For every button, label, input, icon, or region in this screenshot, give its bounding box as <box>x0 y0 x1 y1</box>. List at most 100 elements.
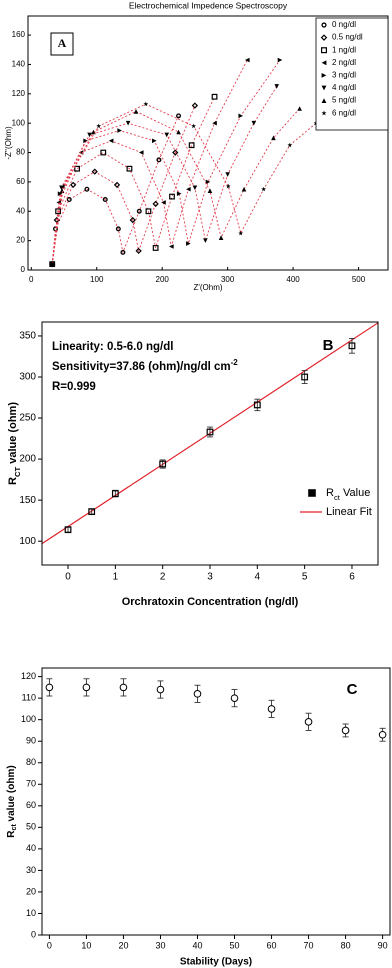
point <box>102 197 108 203</box>
point <box>218 235 224 240</box>
x-tick-label: 40 <box>192 940 202 950</box>
y-tick-label: 100 <box>21 714 36 724</box>
legend-marker <box>321 22 327 28</box>
y-tick-label: 80 <box>26 757 36 767</box>
y-tick-label: 80 <box>16 148 25 157</box>
point <box>57 191 63 196</box>
x-axis-title: Z'(Ohm) <box>193 283 222 292</box>
connect-line <box>51 96 215 265</box>
legend-label: Linear Fit <box>326 506 372 518</box>
point <box>186 186 191 192</box>
y-tick-label: 40 <box>26 843 36 853</box>
point <box>191 102 199 109</box>
text-part: R <box>7 477 19 485</box>
point <box>70 181 77 188</box>
script-text: ct <box>11 824 18 831</box>
panel-label: C <box>347 681 358 698</box>
y-tick-label: 200 <box>19 454 36 465</box>
point <box>125 120 131 126</box>
x-tick-label: 4 <box>255 572 261 583</box>
point <box>238 113 244 119</box>
point <box>378 730 387 739</box>
x-tick-label: 5 <box>302 572 308 583</box>
connect-line <box>51 86 278 265</box>
point <box>225 183 231 189</box>
legend-marker <box>321 73 327 78</box>
point <box>135 247 142 255</box>
point <box>45 683 54 692</box>
plot-area <box>45 678 387 742</box>
x-tick-label: 20 <box>118 940 128 950</box>
point <box>133 109 139 114</box>
x-tick-label: 200 <box>156 275 170 284</box>
point <box>164 132 170 138</box>
x-axis-title: Orchratoxin Concentration (ng/dl) <box>122 596 299 608</box>
point <box>100 149 107 156</box>
y-tick-label: 10 <box>26 908 36 918</box>
legend-label: 1 ng/dl <box>332 45 356 54</box>
legend-marker <box>321 98 327 103</box>
point <box>60 183 66 189</box>
y-axis-title: -Z''(Ohm) <box>4 126 13 160</box>
y-tick-label: 70 <box>26 779 36 789</box>
point <box>207 188 213 194</box>
point <box>203 238 208 243</box>
point <box>188 142 195 149</box>
legend-label: 3 ng/dl <box>332 71 356 80</box>
x-tick-label: 0 <box>29 275 34 284</box>
panel-label: A <box>58 36 67 50</box>
point <box>206 428 214 436</box>
point <box>88 508 96 516</box>
point <box>348 342 356 350</box>
x-tick-label: 70 <box>304 940 314 950</box>
point <box>96 123 102 129</box>
point <box>136 208 142 214</box>
text-part: Sensitivity=37.86 (ohm)/ng/dl cm <box>52 361 231 373</box>
y-tick-label: 0 <box>31 929 36 939</box>
panel-label: B <box>323 337 334 354</box>
x-tick-label: 30 <box>155 940 165 950</box>
point <box>230 694 239 702</box>
annotation: Linearity: 0.5-6.0 ng/dl <box>52 341 173 353</box>
point <box>301 373 309 381</box>
text-part: R <box>6 830 17 838</box>
plot-area <box>42 322 378 545</box>
point <box>117 128 122 133</box>
point <box>261 186 267 192</box>
point <box>271 135 276 141</box>
legend-label: 0 ng/dl <box>332 20 356 29</box>
chart-title: Electrochemical Impedence Spectroscopy <box>129 0 288 10</box>
point <box>152 200 159 208</box>
x-tick-label: 10 <box>81 940 91 950</box>
legend-label: 0.5 ng/dl <box>332 33 363 42</box>
connect-line <box>51 59 248 265</box>
point <box>176 191 182 196</box>
point <box>152 245 159 251</box>
point <box>241 186 247 192</box>
point <box>172 149 179 156</box>
legend-marker <box>321 60 327 66</box>
x-tick-label: 400 <box>286 275 300 284</box>
legend-label: 6 ng/dl <box>332 108 356 117</box>
text-part: R=0.999 <box>52 381 96 393</box>
y-tick-label: 300 <box>19 372 36 383</box>
point <box>205 179 211 185</box>
point <box>145 208 152 215</box>
point <box>129 216 136 224</box>
plot-area <box>49 57 319 268</box>
point <box>341 726 350 735</box>
x-tick-label: 100 <box>90 275 104 284</box>
point <box>82 683 91 692</box>
text-part: Value <box>340 487 370 499</box>
annotation: R=0.999 <box>52 381 96 393</box>
point <box>161 200 166 205</box>
point <box>126 165 133 172</box>
y-tick-label: 50 <box>26 822 36 832</box>
legend-marker <box>321 85 327 91</box>
legend-label: Rct Value <box>326 487 370 502</box>
script-text: CT <box>13 466 22 477</box>
point <box>84 186 90 192</box>
legend-label: 4 ng/dl <box>332 83 356 92</box>
point <box>176 129 181 135</box>
x-tick-label: 90 <box>378 940 388 950</box>
